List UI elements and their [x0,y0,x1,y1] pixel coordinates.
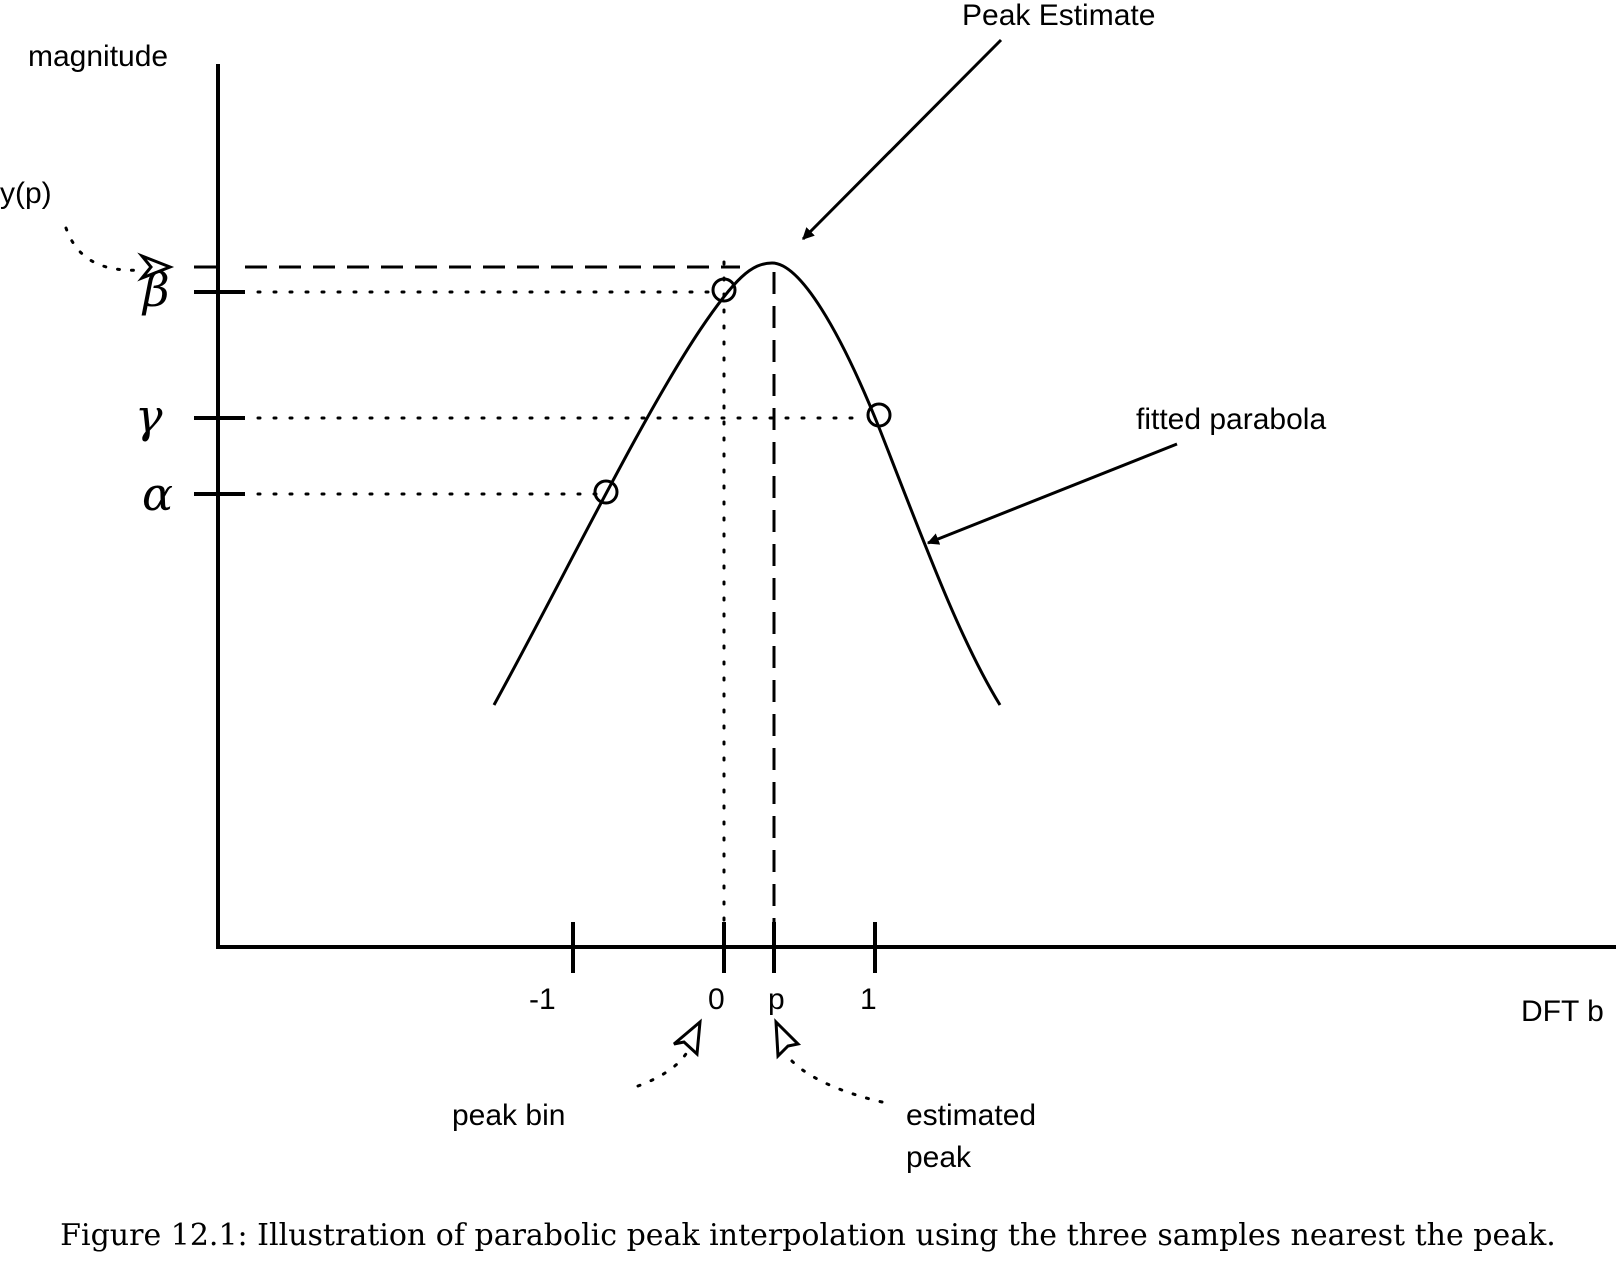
peak-bin-pointer [636,1044,692,1088]
x-tick-label-one: 1 [860,983,877,1016]
peak-bin-arrowhead [673,1018,702,1058]
figure-caption: Figure 12.1: Illustration of parabolic p… [60,1218,1556,1253]
estimated-peak-label-line1: estimated [906,1099,1036,1132]
sample-point-beta [711,277,737,303]
sample-point-gamma [866,402,892,428]
peak-bin-label: peak bin [452,1099,565,1132]
sample-point-alpha [593,479,619,505]
gamma-label: γ [135,389,163,443]
peak-value-arrowhead [137,252,175,282]
estimated-peak-pointer [783,1050,884,1104]
peak-estimate-arrow [801,38,1003,241]
beta-label: β [141,263,170,317]
x-tick-label-p: p [768,983,785,1016]
x-tick-label-minus-one: -1 [529,983,556,1016]
fitted-parabola-label: fitted parabola [1136,403,1326,436]
alpha-label: α [142,467,173,521]
peak-estimate-label: Peak Estimate [962,0,1155,32]
peak-value-label: y(p) [0,177,52,210]
estimated-peak-label-line2: peak [906,1141,972,1174]
x-tick-label-zero: 0 [708,983,725,1016]
fitted-parabola-curve [492,261,1002,706]
peak-value-pointer [64,226,144,272]
y-axis-label: magnitude [28,40,168,73]
estimated-peak-arrowhead [774,1018,802,1060]
x-axis-label: DFT b [1521,995,1604,1028]
fitted-parabola-arrow [926,442,1178,545]
